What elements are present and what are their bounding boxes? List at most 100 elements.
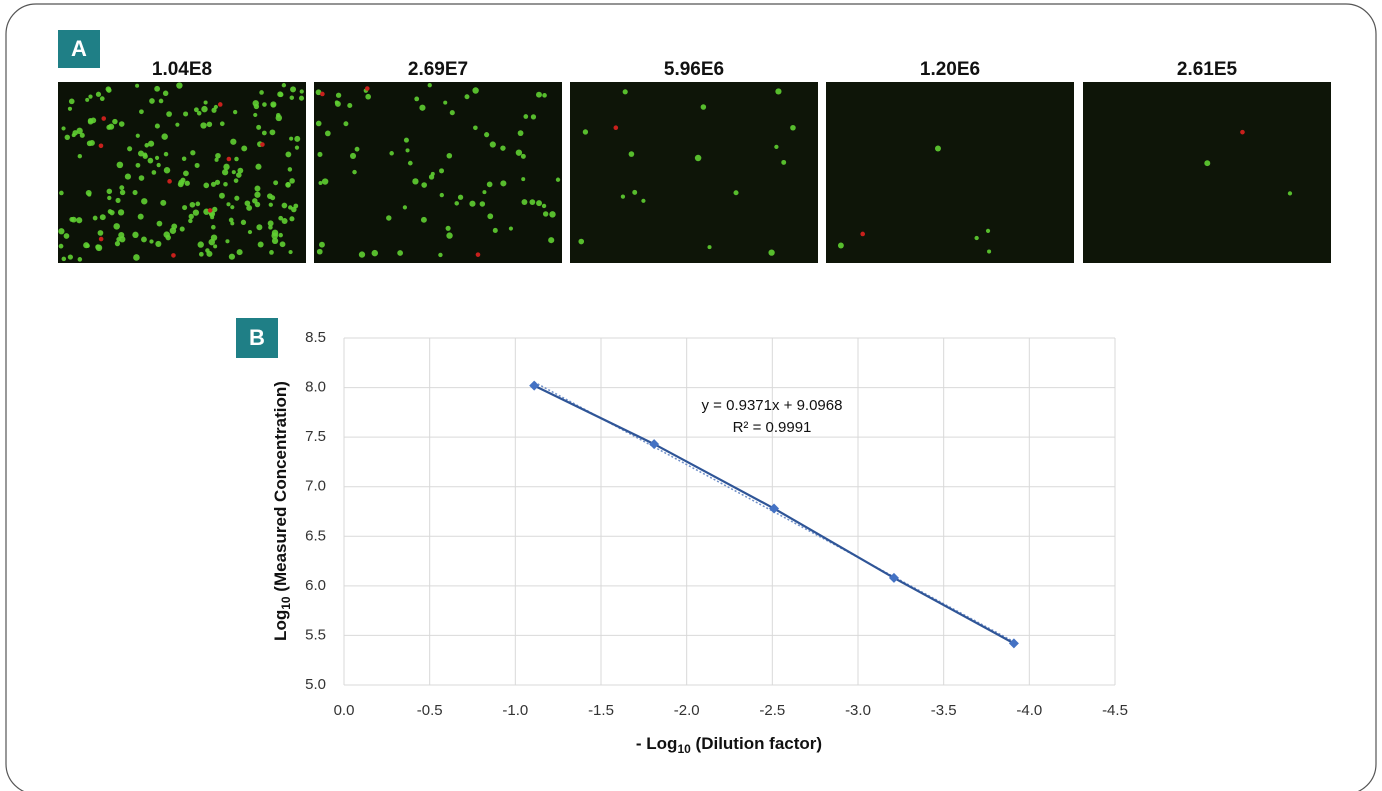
cell <box>119 236 126 243</box>
cell <box>97 230 104 236</box>
micrograph <box>570 82 818 263</box>
cell <box>231 170 236 175</box>
micrograph <box>826 82 1074 263</box>
cell <box>289 95 295 100</box>
cell <box>106 124 112 130</box>
cell <box>405 148 410 153</box>
cell <box>256 224 263 231</box>
cell <box>225 239 230 244</box>
cell <box>176 82 183 89</box>
micrograph <box>58 82 306 263</box>
cell <box>180 177 186 183</box>
cell <box>285 151 292 158</box>
cell <box>177 181 184 188</box>
cell <box>192 209 200 216</box>
cell <box>299 89 304 94</box>
dead-cell <box>101 116 107 121</box>
cell <box>141 236 147 243</box>
cell <box>77 257 83 262</box>
chart: 5.0 5.5 6.0 6.5 7.0 7.5 8.0 8.5 0.0 -0.5 -1.0 -1.5 -… <box>305 329 1128 719</box>
cell <box>221 169 229 176</box>
cell <box>254 191 261 198</box>
cell <box>253 112 258 118</box>
cell <box>149 98 155 104</box>
cell <box>492 227 498 233</box>
cell <box>214 157 219 162</box>
data-point <box>649 439 660 450</box>
x-tick-label: -4.5 <box>1102 702 1128 719</box>
y-tick-label: 5.5 <box>305 626 326 643</box>
cell <box>500 145 506 151</box>
cell <box>175 122 180 127</box>
cell <box>226 202 231 207</box>
cell <box>63 233 70 239</box>
y-title-part: (Measured Concentration) <box>271 381 290 596</box>
dead-cell <box>475 252 481 257</box>
cell <box>198 251 204 257</box>
cell <box>515 149 523 156</box>
cell <box>149 239 154 244</box>
cell <box>95 244 103 252</box>
cell <box>281 218 288 225</box>
cell <box>445 225 451 231</box>
cell <box>270 102 276 108</box>
cell <box>141 198 148 205</box>
cell <box>119 185 125 191</box>
cell <box>200 122 207 129</box>
cell <box>211 224 216 230</box>
cell <box>208 238 215 246</box>
x-tick-label: -1.5 <box>588 702 614 719</box>
cell <box>536 91 542 98</box>
cell <box>578 238 585 245</box>
cell <box>365 93 372 100</box>
y-tick-label: 7.5 <box>305 428 326 445</box>
cell <box>230 205 235 210</box>
cell <box>1204 160 1211 167</box>
cell <box>133 254 140 261</box>
cell <box>160 199 167 206</box>
cell <box>281 83 287 88</box>
cell <box>206 250 213 257</box>
cell <box>707 245 712 250</box>
cell <box>241 145 248 152</box>
dead-cell <box>613 125 619 131</box>
cell <box>58 243 64 249</box>
cell <box>530 114 537 120</box>
cell <box>163 166 171 174</box>
cell <box>335 92 342 98</box>
x-tick-label: -3.5 <box>931 702 957 719</box>
cell <box>469 200 476 207</box>
cell <box>156 220 163 227</box>
cell <box>257 241 264 248</box>
cell <box>700 104 707 110</box>
cell <box>244 200 251 207</box>
cell <box>99 214 106 221</box>
cell <box>86 140 93 147</box>
data-point <box>529 380 540 391</box>
cell <box>288 250 293 255</box>
y-title-part: Log <box>271 610 290 641</box>
panel-badge <box>58 30 100 68</box>
dead-cell <box>860 231 866 237</box>
cell <box>252 100 259 107</box>
cell <box>449 110 455 116</box>
cell <box>107 209 113 214</box>
cell <box>87 117 93 124</box>
cell <box>294 145 300 150</box>
cell <box>536 200 542 207</box>
cell <box>188 213 194 220</box>
cell <box>542 211 549 217</box>
cell <box>69 217 75 222</box>
dead-cell <box>98 236 104 242</box>
cell <box>166 111 172 117</box>
cell <box>278 215 284 221</box>
cell <box>414 96 420 102</box>
dead-cell <box>320 91 325 97</box>
dead-cell <box>226 156 232 162</box>
cell <box>193 107 199 113</box>
cell <box>215 152 221 159</box>
x-tick-label: -4.0 <box>1016 702 1042 719</box>
cell <box>628 151 635 157</box>
cell <box>85 189 92 196</box>
cell <box>446 152 453 159</box>
